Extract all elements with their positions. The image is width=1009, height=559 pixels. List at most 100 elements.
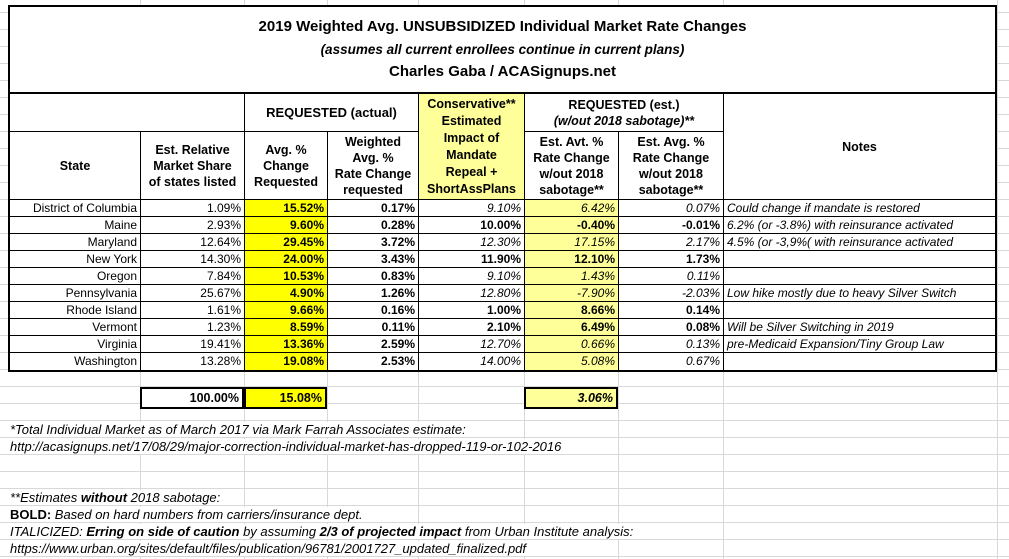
cell-est-avg-change[interactable]: -0.01%	[619, 217, 724, 234]
cell-mandate-impact[interactable]: 9.10%	[419, 268, 525, 285]
cell-est-rate-change[interactable]: 8.66%	[525, 302, 619, 319]
cell-weighted-avg[interactable]: 0.11%	[328, 319, 419, 336]
cell-state[interactable]: Maine	[10, 217, 141, 234]
cell-note[interactable]: Low hike mostly due to heavy Silver Swit…	[724, 285, 995, 302]
cell-weighted-avg[interactable]: 3.43%	[328, 251, 419, 268]
cell-est-avg-change[interactable]: 0.14%	[619, 302, 724, 319]
cell-est-rate-change[interactable]: 6.49%	[525, 319, 619, 336]
cell-market-share[interactable]: 1.09%	[141, 200, 245, 217]
total-est-rate-change[interactable]: 3.06%	[524, 387, 618, 409]
header-avg-change-requested[interactable]: Avg. % Change Requested	[245, 132, 328, 200]
cell-weighted-avg[interactable]: 1.26%	[328, 285, 419, 302]
cell-est-rate-change[interactable]: -7.90%	[525, 285, 619, 302]
cell-avg-change-requested[interactable]: 4.90%	[245, 285, 328, 302]
cell-avg-change-requested[interactable]: 9.60%	[245, 217, 328, 234]
cell-market-share[interactable]: 13.28%	[141, 353, 245, 370]
header-requested-actual[interactable]: REQUESTED (actual)	[245, 94, 419, 132]
cell-est-avg-change[interactable]: 0.08%	[619, 319, 724, 336]
cell-market-share[interactable]: 19.41%	[141, 336, 245, 353]
cell-weighted-avg[interactable]: 0.17%	[328, 200, 419, 217]
cell-est-avg-change[interactable]: -2.03%	[619, 285, 724, 302]
header-requested-est[interactable]: REQUESTED (est.) (w/out 2018 sabotage)**	[525, 94, 724, 132]
header-est-rate-change[interactable]: Est. Avt. % Rate Change w/out 2018 sabot…	[525, 132, 619, 200]
footnote-line[interactable]: *Total Individual Market as of March 201…	[10, 422, 470, 437]
cell-note[interactable]	[724, 251, 995, 268]
footnote-line[interactable]: https://www.urban.org/sites/default/file…	[10, 541, 531, 556]
cell-weighted-avg[interactable]: 3.72%	[328, 234, 419, 251]
cell-note[interactable]	[724, 268, 995, 285]
cell-est-rate-change[interactable]: -0.40%	[525, 217, 619, 234]
cell-mandate-impact[interactable]: 1.00%	[419, 302, 525, 319]
cell-est-avg-change[interactable]: 0.13%	[619, 336, 724, 353]
cell-mandate-impact[interactable]: 10.00%	[419, 217, 525, 234]
cell-market-share[interactable]: 12.64%	[141, 234, 245, 251]
cell-mandate-impact[interactable]: 9.10%	[419, 200, 525, 217]
cell-state[interactable]: New York	[10, 251, 141, 268]
header-notes[interactable]: Notes	[724, 94, 995, 200]
cell-est-rate-change[interactable]: 17.15%	[525, 234, 619, 251]
header-market-share[interactable]: Est. Relative Market Share of states lis…	[141, 132, 245, 200]
footnote-line[interactable]: BOLD: Based on hard numbers from carrier…	[10, 507, 367, 522]
cell-note[interactable]	[724, 353, 995, 370]
cell-mandate-impact[interactable]: 12.30%	[419, 234, 525, 251]
cell-state[interactable]: Rhode Island	[10, 302, 141, 319]
cell-note[interactable]: 4.5% (or -3,9%( with reinsurance activat…	[724, 234, 995, 251]
cell-mandate-impact[interactable]: 14.00%	[419, 353, 525, 370]
cell-avg-change-requested[interactable]: 9.66%	[245, 302, 328, 319]
header-state[interactable]: State	[10, 132, 141, 200]
cell-state[interactable]: Vermont	[10, 319, 141, 336]
cell-mandate-impact[interactable]: 12.70%	[419, 336, 525, 353]
cell-est-rate-change[interactable]: 5.08%	[525, 353, 619, 370]
cell-avg-change-requested[interactable]: 19.08%	[245, 353, 328, 370]
cell-avg-change-requested[interactable]: 15.52%	[245, 200, 328, 217]
cell-state[interactable]: District of Columbia	[10, 200, 141, 217]
cell-note[interactable]	[724, 302, 995, 319]
header-weighted-avg[interactable]: Weighted Avg. % Rate Change requested	[328, 132, 419, 200]
cell-est-rate-change[interactable]: 0.66%	[525, 336, 619, 353]
cell-est-rate-change[interactable]: 1.43%	[525, 268, 619, 285]
cell-weighted-avg[interactable]: 0.28%	[328, 217, 419, 234]
cell-weighted-avg[interactable]: 0.16%	[328, 302, 419, 319]
cell-est-avg-change[interactable]: 0.11%	[619, 268, 724, 285]
cell-market-share[interactable]: 1.23%	[141, 319, 245, 336]
cell-mandate-impact[interactable]: 11.90%	[419, 251, 525, 268]
cell-market-share[interactable]: 25.67%	[141, 285, 245, 302]
cell-est-rate-change[interactable]: 6.42%	[525, 200, 619, 217]
cell-est-rate-change[interactable]: 12.10%	[525, 251, 619, 268]
cell-mandate-impact[interactable]: 2.10%	[419, 319, 525, 336]
footnote-line[interactable]: **Estimates without 2018 sabotage:	[10, 490, 225, 505]
title-block[interactable]: 2019 Weighted Avg. UNSUBSIDIZED Individu…	[8, 5, 997, 92]
cell-weighted-avg[interactable]: 2.53%	[328, 353, 419, 370]
cell-mandate-impact[interactable]: 12.80%	[419, 285, 525, 302]
total-avg-change-requested[interactable]: 15.08%	[244, 387, 327, 409]
cell-avg-change-requested[interactable]: 29.45%	[245, 234, 328, 251]
cell-est-avg-change[interactable]: 0.67%	[619, 353, 724, 370]
footnote-line[interactable]: ITALICIZED: Erring on side of caution by…	[10, 524, 638, 539]
cell-weighted-avg[interactable]: 0.83%	[328, 268, 419, 285]
header-conservative-impact[interactable]: Conservative** Estimated Impact of Manda…	[419, 94, 525, 200]
cell-avg-change-requested[interactable]: 13.36%	[245, 336, 328, 353]
total-market-share[interactable]: 100.00%	[140, 387, 244, 409]
cell-market-share[interactable]: 14.30%	[141, 251, 245, 268]
cell-market-share[interactable]: 1.61%	[141, 302, 245, 319]
cell-note[interactable]: Could change if mandate is restored	[724, 200, 995, 217]
cell-state[interactable]: Pennsylvania	[10, 285, 141, 302]
cell-est-avg-change[interactable]: 0.07%	[619, 200, 724, 217]
cell-state[interactable]: Virginia	[10, 336, 141, 353]
cell-note[interactable]: Will be Silver Switching in 2019	[724, 319, 995, 336]
cell-state[interactable]: Washington	[10, 353, 141, 370]
header-corner-cell[interactable]	[10, 94, 245, 132]
cell-weighted-avg[interactable]: 2.59%	[328, 336, 419, 353]
cell-market-share[interactable]: 2.93%	[141, 217, 245, 234]
cell-est-avg-change[interactable]: 2.17%	[619, 234, 724, 251]
cell-state[interactable]: Oregon	[10, 268, 141, 285]
cell-note[interactable]: pre-Medicaid Expansion/Tiny Group Law	[724, 336, 995, 353]
header-est-avg-change[interactable]: Est. Avg. % Rate Change w/out 2018 sabot…	[619, 132, 724, 200]
cell-est-avg-change[interactable]: 1.73%	[619, 251, 724, 268]
cell-market-share[interactable]: 7.84%	[141, 268, 245, 285]
cell-avg-change-requested[interactable]: 24.00%	[245, 251, 328, 268]
cell-avg-change-requested[interactable]: 10.53%	[245, 268, 328, 285]
cell-state[interactable]: Maryland	[10, 234, 141, 251]
cell-avg-change-requested[interactable]: 8.59%	[245, 319, 328, 336]
footnote-line[interactable]: http://acasignups.net/17/08/29/major-cor…	[10, 439, 566, 454]
